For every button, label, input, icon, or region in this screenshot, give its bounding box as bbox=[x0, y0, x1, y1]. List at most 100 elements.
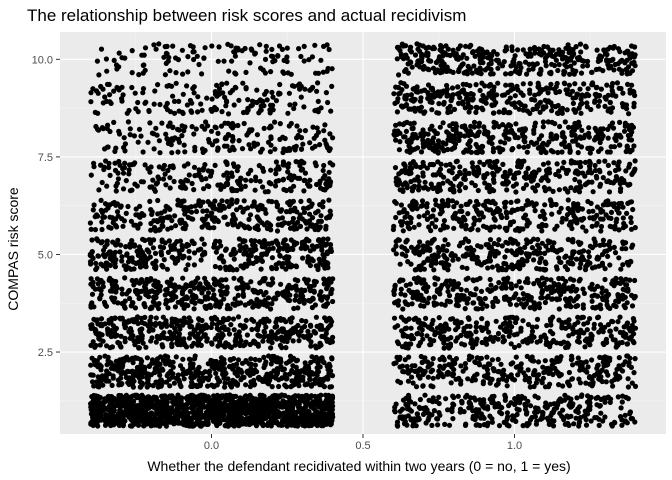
data-point bbox=[164, 136, 170, 142]
data-point bbox=[178, 383, 184, 390]
data-point bbox=[574, 360, 580, 366]
data-point bbox=[480, 381, 486, 387]
data-point bbox=[318, 213, 324, 219]
data-point bbox=[607, 328, 613, 334]
data-point bbox=[448, 335, 454, 341]
data-point bbox=[582, 344, 588, 350]
data-point bbox=[104, 368, 110, 374]
data-point bbox=[328, 246, 334, 252]
data-point bbox=[525, 367, 531, 373]
data-point bbox=[144, 247, 150, 253]
data-point bbox=[249, 47, 255, 53]
data-point bbox=[330, 403, 336, 409]
data-point bbox=[224, 80, 230, 86]
data-point bbox=[184, 102, 190, 108]
data-point bbox=[184, 83, 190, 89]
data-point bbox=[277, 136, 283, 142]
data-point bbox=[241, 251, 247, 257]
data-point bbox=[120, 223, 126, 229]
data-point bbox=[575, 314, 581, 320]
data-point bbox=[214, 82, 220, 88]
data-point bbox=[305, 277, 311, 283]
data-point bbox=[314, 369, 320, 375]
data-point bbox=[501, 419, 507, 425]
data-point bbox=[98, 261, 104, 267]
data-point bbox=[284, 54, 290, 60]
data-point bbox=[107, 172, 113, 178]
data-point bbox=[163, 395, 170, 402]
data-point bbox=[119, 286, 125, 292]
data-point bbox=[581, 330, 587, 336]
data-point bbox=[534, 373, 540, 379]
data-point bbox=[203, 279, 209, 285]
data-point bbox=[264, 220, 270, 226]
data-point bbox=[109, 315, 115, 322]
data-point bbox=[93, 88, 100, 94]
data-point bbox=[252, 238, 258, 244]
data-point bbox=[175, 136, 182, 142]
data-point bbox=[154, 422, 160, 428]
data-point bbox=[199, 177, 205, 183]
data-point bbox=[296, 332, 302, 338]
data-point bbox=[313, 356, 320, 362]
data-point bbox=[498, 361, 504, 367]
data-point bbox=[189, 403, 196, 410]
data-point bbox=[273, 98, 279, 104]
data-point bbox=[513, 319, 519, 326]
data-point bbox=[225, 170, 231, 176]
data-point bbox=[156, 362, 162, 368]
data-point bbox=[204, 213, 210, 219]
data-point bbox=[275, 241, 281, 248]
data-point bbox=[258, 266, 264, 272]
data-point bbox=[142, 321, 148, 327]
data-point bbox=[327, 363, 333, 369]
data-point bbox=[177, 318, 183, 324]
data-point bbox=[323, 90, 329, 96]
data-point bbox=[222, 247, 229, 253]
data-point bbox=[221, 373, 227, 379]
data-point bbox=[446, 422, 453, 428]
data-point bbox=[138, 336, 144, 342]
data-point bbox=[269, 384, 275, 390]
data-point bbox=[330, 135, 336, 141]
data-point bbox=[153, 339, 159, 345]
data-point bbox=[625, 396, 631, 402]
data-point bbox=[92, 214, 98, 220]
data-point bbox=[208, 324, 214, 331]
data-point bbox=[259, 258, 265, 264]
data-point bbox=[627, 355, 633, 361]
data-point bbox=[152, 322, 158, 328]
data-point bbox=[262, 329, 268, 335]
data-point bbox=[123, 178, 129, 184]
data-point bbox=[269, 255, 275, 261]
data-point bbox=[124, 110, 130, 116]
data-point bbox=[104, 68, 110, 74]
data-point bbox=[481, 415, 487, 421]
data-point bbox=[241, 245, 247, 251]
data-point bbox=[302, 242, 308, 248]
data-point bbox=[328, 372, 334, 378]
data-point bbox=[212, 215, 218, 221]
data-point bbox=[328, 322, 334, 328]
data-point bbox=[157, 101, 163, 108]
data-point bbox=[306, 198, 312, 204]
data-point bbox=[104, 395, 110, 401]
data-point bbox=[314, 365, 320, 371]
data-point bbox=[280, 398, 286, 404]
data-point bbox=[302, 177, 308, 183]
data-point bbox=[329, 393, 335, 399]
data-point bbox=[205, 414, 211, 420]
data-point bbox=[309, 417, 315, 424]
data-point bbox=[317, 382, 323, 388]
data-point bbox=[269, 46, 275, 53]
data-point bbox=[318, 57, 324, 63]
data-point bbox=[232, 221, 238, 227]
data-point bbox=[481, 400, 487, 406]
data-point bbox=[487, 380, 493, 386]
data-point bbox=[152, 394, 158, 401]
data-point bbox=[225, 376, 231, 382]
data-point bbox=[155, 219, 161, 225]
data-point bbox=[204, 338, 210, 344]
data-point bbox=[191, 131, 197, 137]
data-point bbox=[287, 358, 293, 364]
